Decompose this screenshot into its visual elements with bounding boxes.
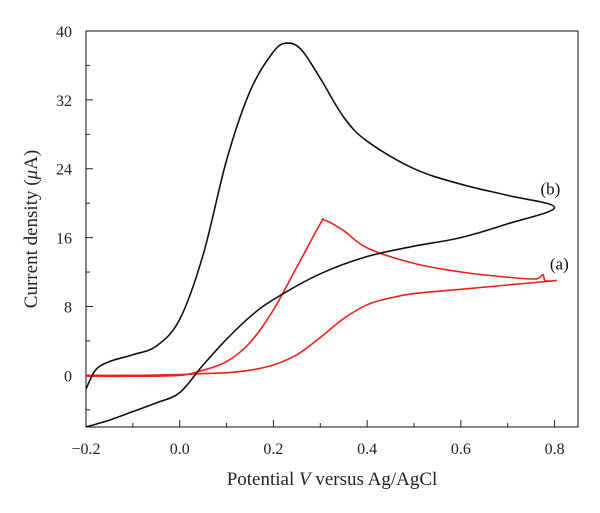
y-tick-label: 40	[56, 24, 72, 41]
axis-ticks: −0.2 0.0 0.2 0.4 0.6 0.8 0 8 16 24 32 40	[56, 24, 565, 458]
y-tick-label: 24	[56, 162, 72, 179]
x-tick-label: 0.4	[357, 441, 377, 458]
plot-frame	[85, 30, 579, 428]
annotations: (b) (a)	[541, 180, 569, 274]
x-tick-label: 0.0	[170, 441, 190, 458]
data-series	[86, 42, 557, 427]
plot-border	[85, 30, 579, 428]
y-tick-label: 8	[64, 299, 72, 316]
y-axis-label: Current density (μA)	[21, 150, 42, 308]
series-line-b	[86, 42, 556, 427]
curve-label: (a)	[550, 254, 569, 273]
series-line-a	[86, 217, 557, 378]
x-tick-label: −0.2	[71, 441, 100, 458]
x-tick-label: 0.2	[263, 441, 283, 458]
y-tick-label: 16	[56, 231, 72, 248]
x-axis-label: Potential V versus Ag/AgCl	[227, 469, 438, 490]
x-tick-label: 0.6	[451, 441, 471, 458]
x-tick-label: 0.8	[545, 441, 565, 458]
curve-label: (b)	[541, 180, 561, 199]
y-tick-label: 32	[56, 93, 72, 110]
y-tick-label: 0	[64, 368, 72, 385]
